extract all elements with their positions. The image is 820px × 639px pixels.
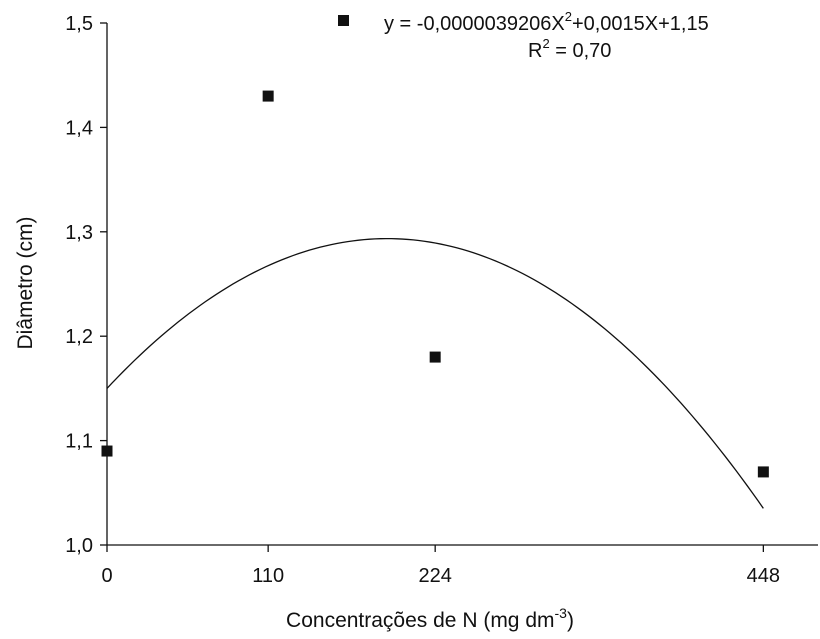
y-tick-label: 1,2 [65, 326, 93, 348]
equation-sup: 2 [565, 9, 572, 24]
axes [106, 23, 818, 546]
x-axis-title-main: Concentrações de N (mg dm [286, 609, 554, 632]
y-tick-label: 1,1 [65, 431, 93, 453]
equation-main: y = -0,0000039206X [384, 13, 565, 35]
x-axis-title-sup: -3 [555, 605, 568, 621]
y-tick-label: 1,5 [65, 13, 93, 35]
x-axis-title-end: ) [567, 609, 574, 632]
y-ticks: 1,0 1,1 1,2 1,3 1,4 1,5 [65, 13, 107, 557]
r2-main: R [528, 40, 542, 62]
x-axis-title: Concentrações de N (mg dm-3) [286, 605, 574, 632]
x-tick-label: 110 [252, 565, 284, 587]
x-ticks: 0 110 224 448 [101, 545, 780, 587]
y-tick-label: 1,4 [65, 117, 93, 139]
r2-sup: 2 [542, 36, 549, 51]
x-tick-label: 448 [747, 565, 780, 587]
r2-rest: = 0,70 [550, 40, 612, 62]
legend: y = -0,0000039206X2+0,0015X+1,15 R2 = 0,… [338, 9, 709, 62]
legend-r-squared: R2 = 0,70 [528, 36, 611, 62]
trendline-curve [106, 237, 764, 509]
x-tick-label: 224 [418, 565, 451, 587]
legend-marker [338, 15, 349, 26]
data-point [101, 445, 113, 457]
legend-equation: y = -0,0000039206X2+0,0015X+1,15 [384, 9, 709, 35]
data-point [262, 90, 274, 102]
y-tick-label: 1,0 [65, 535, 93, 557]
y-axis-title: Diâmetro (cm) [14, 216, 37, 349]
data-point [429, 351, 441, 363]
data-point [757, 466, 769, 478]
x-tick-label: 0 [101, 565, 112, 587]
y-tick-label: 1,3 [65, 222, 93, 244]
equation-rest: +0,0015X+1,15 [572, 13, 709, 35]
data-points [101, 90, 769, 478]
